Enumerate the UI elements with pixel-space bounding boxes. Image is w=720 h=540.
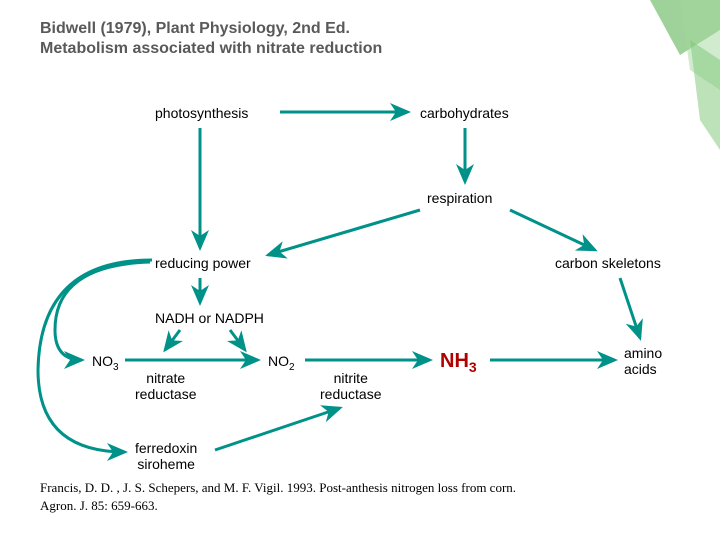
citation-line1: Francis, D. D. , J. S. Schepers, and M. … [40, 480, 516, 496]
label-amino-acids: amino acids [624, 345, 662, 377]
label-carbon-skeletons: carbon skeletons [555, 255, 661, 271]
label-nitrate-reductase: nitrate reductase [135, 370, 196, 402]
title-line2: Metabolism associated with nitrate reduc… [40, 40, 382, 58]
label-carbohydrates: carbohydrates [420, 105, 509, 121]
label-photosynthesis: photosynthesis [155, 105, 248, 121]
label-no2: NO2 [268, 353, 295, 373]
label-no3: NO3 [92, 353, 119, 373]
label-nadh: NADH or NADPH [155, 310, 264, 326]
label-nh3: NH3 [440, 350, 477, 375]
label-ferredoxin-siroheme: ferredoxin siroheme [135, 440, 197, 472]
title-line1: Bidwell (1979), Plant Physiology, 2nd Ed… [40, 20, 350, 38]
label-reducing-power: reducing power [155, 255, 251, 271]
decor-accent [590, 0, 720, 180]
label-respiration: respiration [427, 190, 492, 206]
citation-line2: Agron. J. 85: 659-663. [40, 498, 158, 514]
label-nitrite-reductase: nitrite reductase [320, 370, 381, 402]
